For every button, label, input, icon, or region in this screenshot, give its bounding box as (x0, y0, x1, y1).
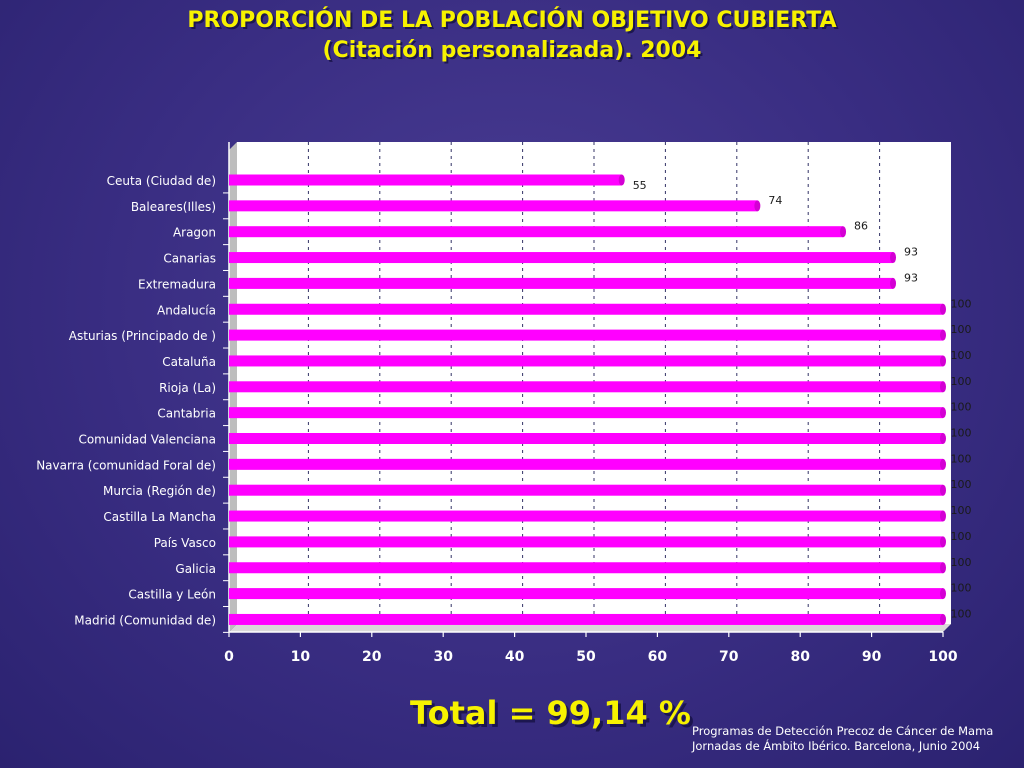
x-tick-label: 80 (790, 649, 810, 665)
category-label: Asturias (Principado de ) (69, 329, 216, 343)
bar (229, 200, 758, 212)
bar (229, 433, 943, 444)
value-label: 100 (951, 607, 972, 620)
bar-end-cap (940, 381, 946, 393)
bar (229, 458, 943, 470)
value-label: 100 (951, 504, 972, 517)
bar (229, 562, 943, 574)
bar-end-cap (940, 329, 946, 341)
value-label: 100 (951, 530, 972, 543)
bar (229, 536, 943, 548)
bar-end-cap (940, 588, 946, 600)
bar-end-cap (940, 433, 946, 444)
category-label: Castilla y León (128, 588, 216, 602)
category-label: País Vasco (154, 536, 216, 550)
bar (229, 174, 622, 186)
value-label: 74 (768, 194, 782, 207)
value-label: 100 (951, 478, 972, 491)
category-label: Comunidad Valenciana (78, 433, 216, 447)
footer-line-1: Programas de Detección Precoz de Cáncer … (692, 724, 994, 738)
x-tick-label: 30 (433, 649, 453, 665)
bar-end-cap (890, 252, 897, 264)
bar (229, 381, 943, 393)
chart-subtitle: (Citación personalizada). 2004 (322, 38, 702, 63)
bar-end-cap (940, 303, 946, 315)
category-label: Andalucía (157, 303, 216, 317)
total-label: Total = 99,14 % (410, 694, 691, 732)
x-tick-label: 40 (505, 649, 525, 665)
x-tick-label: 60 (648, 649, 668, 665)
bar (229, 355, 943, 367)
bar-end-cap (940, 613, 946, 625)
bar (229, 613, 943, 625)
value-label: 100 (951, 452, 972, 465)
value-label: 100 (951, 349, 972, 362)
bar (229, 588, 943, 600)
category-label: Ceuta (Ciudad de) (107, 174, 216, 188)
value-label: 55 (633, 179, 647, 192)
footer-note: Programas de Detección Precoz de Cáncer … (692, 724, 993, 754)
category-label: Cantabria (157, 407, 216, 421)
category-label: Extremadura (138, 277, 216, 291)
bar-end-cap (940, 562, 946, 574)
value-label: 100 (951, 375, 972, 388)
chart-title: PROPORCIÓN DE LA POBLACIÓN OBJETIVO CUBI… (187, 8, 837, 33)
value-label: 100 (951, 582, 972, 595)
bar (229, 303, 943, 315)
bar-end-cap (940, 536, 946, 548)
category-label: Galicia (175, 562, 216, 576)
value-label: 100 (951, 323, 972, 336)
category-label: Castilla La Mancha (103, 510, 216, 524)
category-label: Navarra (comunidad Foral de) (36, 458, 216, 472)
bar-chart: 0 10 20 30 40 50 60 70 80 90 100 Ceuta (Ciudad de) 5… (36, 142, 972, 665)
bar (229, 226, 844, 238)
x-tick-label: 0 (224, 649, 234, 665)
category-label: Murcia (Región de) (103, 484, 216, 498)
value-label: 86 (854, 220, 868, 233)
bar-end-cap (840, 226, 847, 238)
x-tick-label: 90 (862, 649, 882, 665)
value-label: 93 (904, 246, 918, 259)
category-label: Aragon (173, 226, 216, 240)
bar (229, 252, 894, 264)
bar-end-cap (618, 174, 625, 186)
plot-floor (229, 624, 951, 632)
value-label: 100 (951, 427, 972, 440)
bar (229, 277, 894, 289)
bar (229, 510, 943, 522)
footer-line-2: Jornadas de Ámbito Ibérico. Barcelona, J… (692, 739, 981, 753)
bar-end-cap (940, 484, 946, 496)
x-tick-label: 70 (719, 649, 739, 665)
bar (229, 484, 943, 496)
category-label: Madrid (Comunidad de) (74, 613, 216, 627)
category-label: Canarias (163, 252, 216, 266)
bar (229, 407, 943, 419)
category-label: Cataluña (162, 355, 216, 369)
value-label: 100 (951, 401, 972, 414)
category-label: Baleares(Illes) (131, 200, 216, 214)
x-tick-label: 50 (576, 649, 596, 665)
bar-end-cap (890, 277, 897, 289)
category-label: Rioja (La) (159, 381, 216, 395)
value-label: 100 (951, 556, 972, 569)
x-tick-label: 10 (291, 649, 311, 665)
bar-end-cap (754, 200, 761, 212)
x-tick-label: 20 (362, 649, 382, 665)
bar-end-cap (940, 355, 946, 367)
bar-end-cap (940, 407, 946, 419)
bar-end-cap (940, 458, 946, 470)
value-label: 100 (951, 297, 972, 310)
bar-end-cap (940, 510, 946, 522)
value-label: 93 (904, 271, 918, 284)
x-tick-label: 100 (928, 649, 957, 665)
bar (229, 329, 943, 341)
